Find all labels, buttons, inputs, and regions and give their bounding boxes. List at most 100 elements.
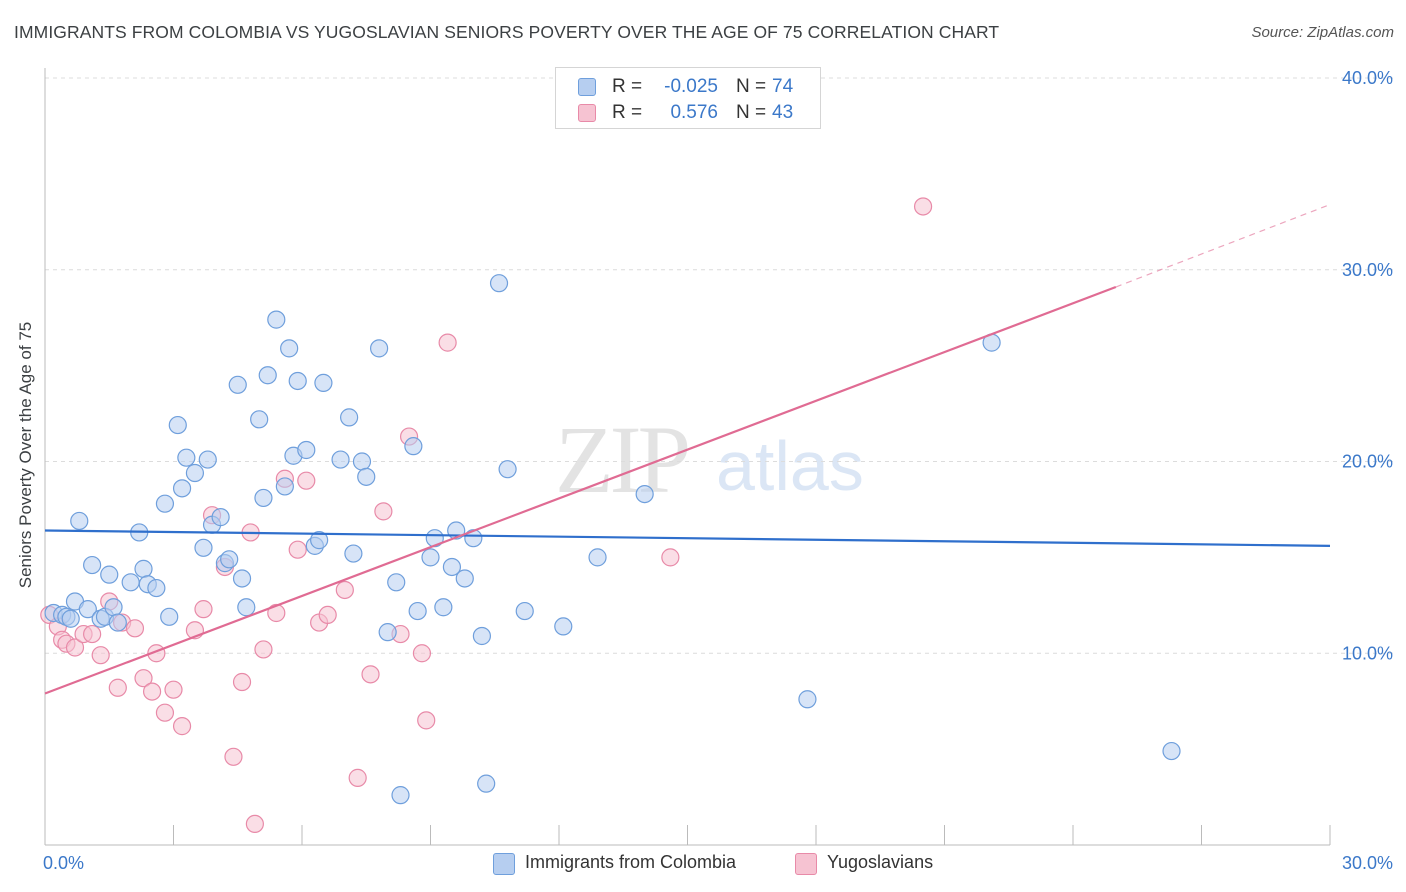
colombia-point: [344, 544, 363, 563]
colombia-point: [489, 274, 509, 293]
legend-n-label: N =: [736, 102, 767, 123]
legend-swatch-pink: [578, 104, 596, 122]
yugoslavians-point: [254, 640, 273, 659]
chart-title: IMMIGRANTS FROM COLOMBIA VS YUGOSLAVIAN …: [14, 22, 1000, 42]
yugoslavians-point: [232, 672, 252, 692]
colombia-point: [185, 463, 205, 483]
colombia-point: [515, 601, 534, 621]
colombia-point: [172, 479, 192, 498]
y-tick-label: 20.0%: [1342, 452, 1393, 472]
tick-labels: 10.0% 20.0% 30.0% 40.0% 0.0% 30.0%: [43, 68, 1393, 873]
yugoslavians-point: [142, 682, 162, 701]
bottom-legend-swatch-blue: [493, 853, 515, 875]
legend-n-value: 74: [772, 76, 794, 97]
y-axis-label: Seniors Poverty Over the Age of 75: [16, 321, 35, 589]
legend-r-label: R =: [612, 102, 643, 123]
colombia-point: [310, 531, 329, 550]
colombia-point: [155, 494, 175, 513]
yugoslavians-point: [267, 603, 286, 623]
y-tick-label: 40.0%: [1342, 68, 1393, 88]
grid-lines: [45, 77, 1395, 654]
colombia-point: [100, 565, 119, 584]
colombia-point: [232, 569, 252, 588]
colombia-point: [228, 375, 247, 394]
colombia-point: [177, 448, 196, 467]
legend-n-label: N =: [736, 76, 767, 97]
yugoslavians-point: [412, 644, 432, 663]
colombia-point: [297, 440, 316, 460]
colombia-point: [352, 452, 372, 471]
yugoslavians-point: [83, 624, 102, 644]
axes: [44, 68, 1331, 846]
colombia-point: [387, 573, 406, 592]
chart-source: Source: ZipAtlas.com: [1251, 24, 1394, 41]
colombia-point: [391, 786, 410, 805]
y-tick-label: 10.0%: [1342, 643, 1393, 663]
watermark-zip: ZIP: [555, 406, 688, 513]
yugoslavians-point: [335, 580, 354, 600]
yugoslavians-points: [40, 197, 933, 834]
yugoslavians-point: [91, 646, 110, 665]
colombia-point: [340, 408, 359, 427]
yugoslavians-point: [288, 540, 307, 559]
colombia-point: [147, 578, 166, 598]
colombia-point: [357, 467, 376, 486]
colombia-point: [250, 410, 269, 429]
yugoslavians-point: [318, 605, 337, 625]
colombia-point: [464, 529, 483, 548]
legend-swatch-blue: [578, 78, 596, 96]
colombia-point: [434, 598, 453, 617]
watermark-atlas: atlas: [716, 427, 864, 505]
yugoslavians-trend-extension: [1115, 203, 1331, 288]
yugoslavians-point: [155, 703, 175, 722]
yugoslavians-point: [224, 747, 243, 766]
colombia-point: [370, 339, 389, 358]
colombia-point: [108, 613, 127, 632]
colombia-trend-line: [44, 529, 1331, 547]
colombia-point: [421, 548, 440, 567]
yugoslavians-trend-line: [44, 285, 1117, 695]
colombia-point: [798, 690, 817, 709]
yugoslavians-point: [348, 768, 367, 787]
yugoslavians-point: [374, 502, 393, 521]
yugoslavians-point: [108, 678, 127, 697]
colombia-point: [160, 607, 179, 626]
colombia-point: [220, 550, 239, 569]
yugoslavians-point: [65, 638, 85, 657]
yugoslavians-point: [913, 197, 933, 216]
legend-n-value: 43: [772, 102, 794, 123]
colombia-point: [237, 598, 256, 617]
yugoslavians-point: [297, 471, 316, 490]
colombia-point: [408, 601, 427, 621]
correlation-legend: R = -0.025 N = 74 R = 0.576 N = 43: [555, 67, 821, 129]
colombia-point: [168, 415, 187, 435]
colombia-point: [134, 559, 153, 578]
colombia-point: [194, 538, 213, 557]
colombia-point: [198, 450, 217, 469]
colombia-point: [70, 511, 89, 531]
bottom-legend-label: Immigrants from Colombia: [525, 852, 737, 872]
colombia-point: [404, 437, 423, 456]
y-tick-label: 30.0%: [1342, 260, 1393, 280]
yugoslavians-point: [245, 814, 264, 834]
legend-r-label: R =: [612, 76, 643, 97]
colombia-point: [498, 460, 517, 479]
colombia-point: [442, 557, 462, 577]
colombia-point: [61, 609, 80, 628]
x-tick-label: 0.0%: [43, 853, 84, 873]
colombia-point: [472, 626, 491, 646]
trend-lines: [44, 203, 1331, 695]
colombia-point: [104, 598, 123, 617]
yugoslavians-point: [661, 548, 680, 567]
colombia-point: [378, 623, 397, 642]
colombia-point: [254, 488, 273, 508]
colombia-points: [44, 274, 1181, 805]
colombia-point: [588, 548, 607, 567]
colombia-point: [78, 600, 97, 619]
bottom-legend-swatch-pink: [795, 853, 817, 875]
colombia-point: [83, 555, 102, 575]
colombia-point: [258, 366, 277, 385]
colombia-point: [477, 774, 496, 793]
colombia-point: [455, 569, 474, 588]
